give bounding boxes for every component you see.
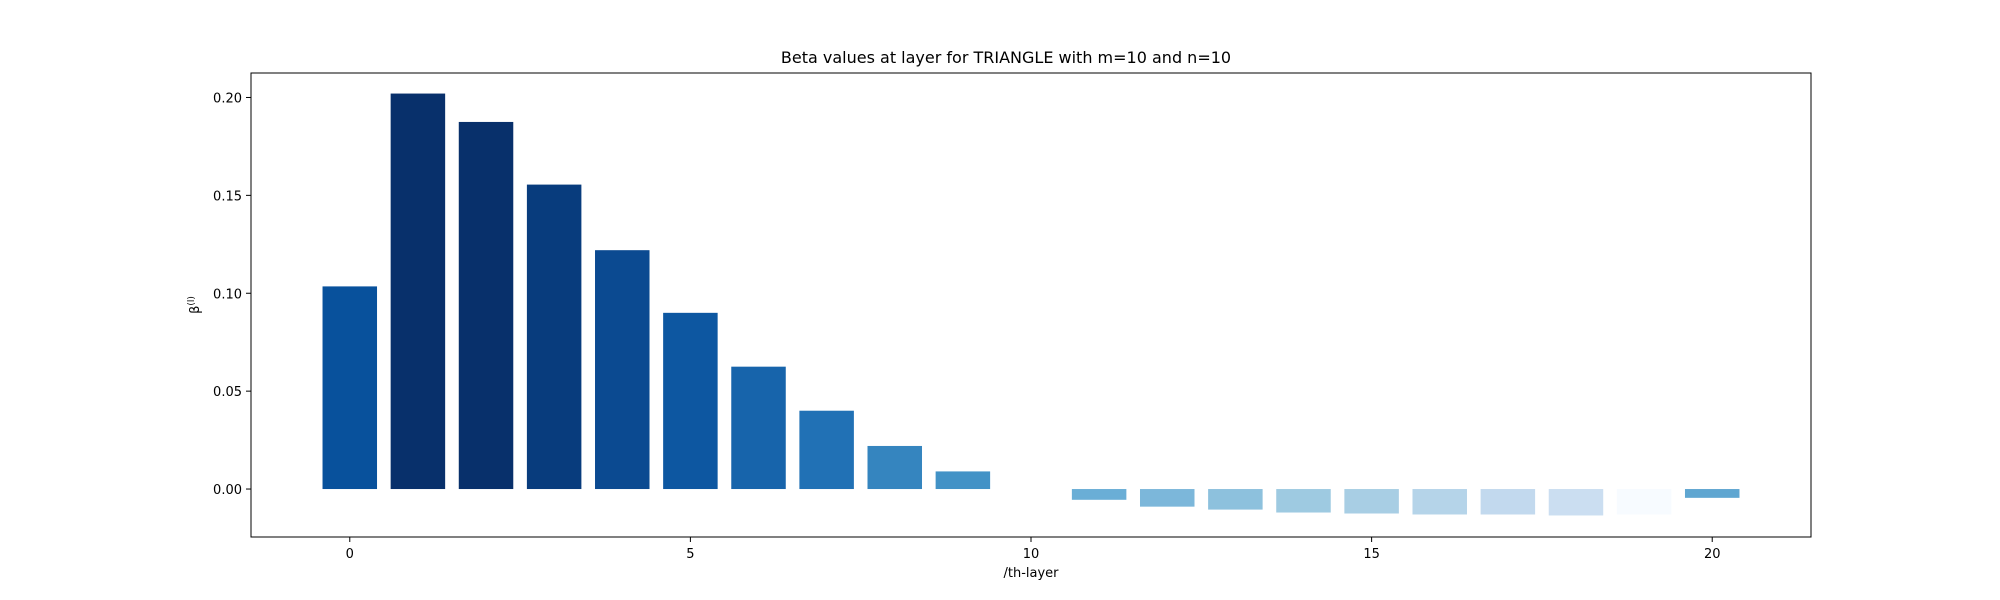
bar-layer-13 [1208, 489, 1263, 510]
y-tick-label: 0.15 [213, 189, 242, 204]
bar-layer-11 [1071, 489, 1127, 500]
y-tick-label: 0.05 [213, 385, 242, 400]
bar-layer-3 [526, 184, 582, 490]
bar-layer-5 [663, 312, 718, 490]
bar-layer-12 [1139, 489, 1195, 507]
y-tick-label: 0.10 [213, 287, 242, 302]
bar-layer-9 [935, 471, 991, 490]
y-axis-label-base: β [188, 306, 203, 314]
x-tick-label: 10 [1023, 547, 1040, 562]
y-axis-label: β(l) [187, 296, 203, 314]
bar-layer-4 [595, 250, 650, 490]
chart-title: Beta values at layer for TRIANGLE with m… [781, 48, 1231, 67]
bar-layer-20 [1684, 489, 1740, 498]
bar-layer-6 [731, 366, 786, 490]
bar-layer-17 [1480, 489, 1536, 515]
x-tick-label: 5 [686, 547, 694, 562]
x-tick-label: 15 [1363, 547, 1380, 562]
bar-layer-7 [799, 410, 854, 490]
bars-group [322, 93, 1740, 516]
y-tick-label: 0.20 [213, 91, 242, 106]
bar-layer-1 [390, 93, 446, 490]
bar-layer-2 [458, 121, 514, 490]
bar-layer-14 [1276, 489, 1331, 513]
x-axis-label: /th-layer [1003, 566, 1059, 581]
bar-layer-16 [1412, 489, 1467, 515]
x-tick-label: 0 [346, 547, 354, 562]
y-tick-label: 0.00 [213, 483, 242, 498]
y-axis-label-superscript: (l) [187, 296, 197, 306]
x-axis-ticks: 0 5 10 15 20 [346, 537, 1721, 562]
bar-layer-0 [322, 286, 378, 490]
bar-layer-8 [867, 445, 923, 490]
bar-layer-18 [1548, 489, 1604, 516]
bar-layer-15 [1344, 489, 1399, 514]
x-tick-label: 20 [1704, 547, 1721, 562]
y-axis-ticks: 0.00 0.05 0.10 0.15 0.20 [213, 91, 251, 498]
bar-layer-19 [1616, 489, 1672, 515]
